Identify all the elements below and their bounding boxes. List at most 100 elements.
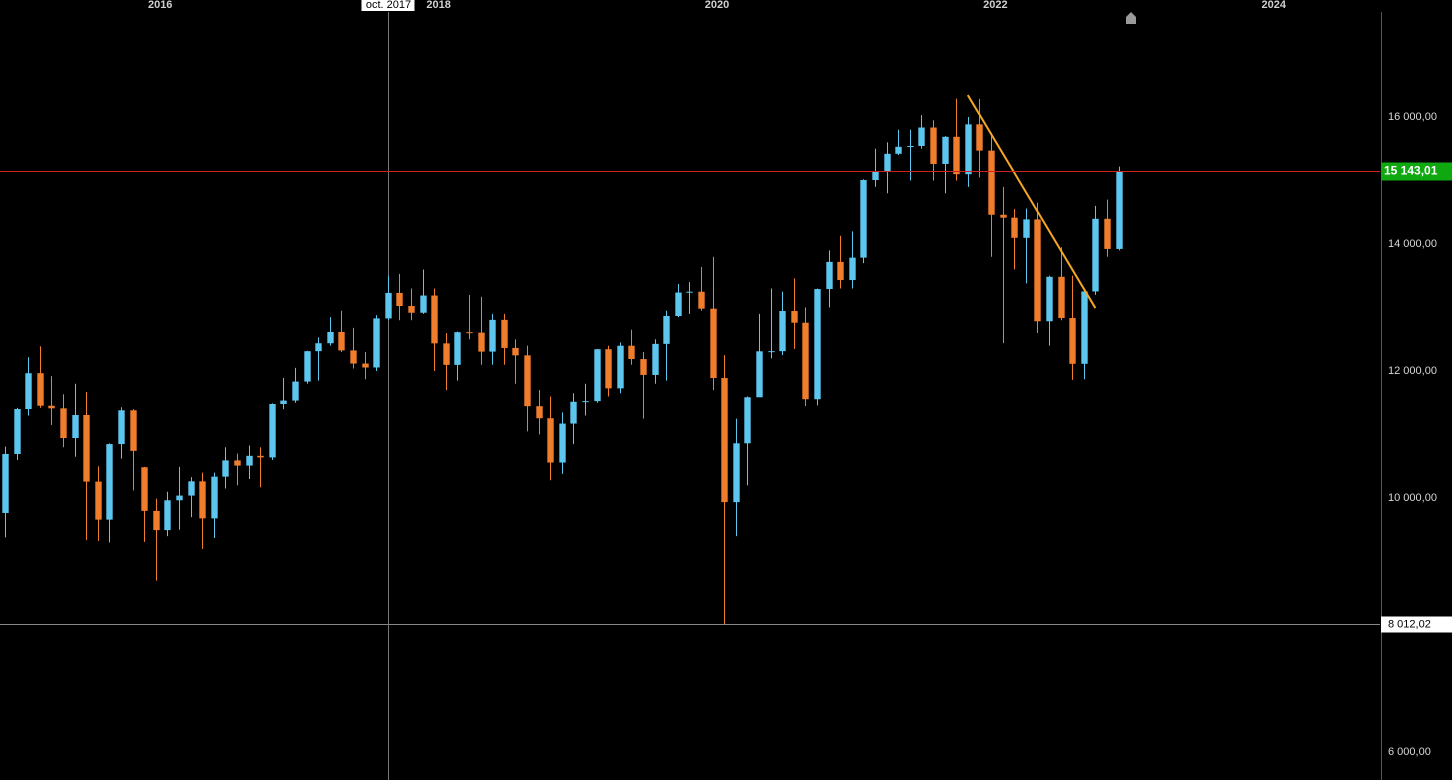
candle-body: [675, 292, 682, 316]
candle-body: [1081, 291, 1088, 364]
candle-body: [547, 418, 554, 463]
y-tick-label: 10 000,00: [1388, 492, 1437, 504]
x-tick-label: 2018: [426, 0, 450, 11]
candle-body: [385, 292, 392, 319]
candle-body: [872, 171, 879, 181]
candle-body: [443, 343, 450, 365]
candle-body: [536, 406, 543, 419]
candle-body: [1011, 217, 1018, 238]
candle-body: [628, 345, 635, 360]
candle-body: [431, 295, 438, 344]
candle-body: [37, 373, 44, 406]
candle-body: [454, 332, 461, 365]
time-axis-strip: [0, 0, 1380, 11]
candle-body: [512, 347, 519, 356]
candle-body: [25, 373, 32, 410]
candle-body: [373, 318, 380, 368]
y-tick-label: 16 000,00: [1388, 111, 1437, 123]
last-price-label: 15 143,01: [1384, 164, 1438, 178]
crosshair-label: oct. 2017: [366, 0, 411, 11]
candle-body: [222, 460, 229, 477]
candle-body: [837, 261, 844, 281]
y-tick-label: 12 000,00: [1388, 365, 1437, 377]
candle-body: [14, 409, 21, 454]
candle-body: [605, 349, 612, 389]
candle-body: [292, 381, 299, 401]
candle-body: [211, 476, 218, 519]
crosshair-label-bg: [361, 0, 415, 11]
last-price-label-bg: [1381, 162, 1452, 181]
candle-body: [396, 292, 403, 307]
candle-body: [860, 180, 867, 258]
candle-body: [188, 481, 195, 496]
trendline: [966, 94, 1097, 309]
candle-body: [640, 359, 647, 375]
candle-body: [1034, 219, 1041, 322]
candle-body: [663, 315, 670, 344]
candle-body: [164, 500, 171, 531]
y-tick-label: 6 000,00: [1388, 746, 1431, 758]
candle-body: [1058, 276, 1065, 319]
candle-body: [779, 311, 786, 352]
candle-body: [721, 378, 728, 503]
candle-body: [733, 443, 740, 503]
candle-body: [199, 481, 206, 519]
candle-body: [802, 322, 809, 400]
candle-body: [327, 331, 334, 344]
candle-body: [1104, 218, 1111, 249]
candle-body: [257, 455, 264, 458]
candle-body: [489, 319, 496, 352]
candle-body: [95, 481, 102, 520]
candle-body: [304, 351, 311, 382]
candle-body: [466, 332, 473, 334]
candle-body: [570, 401, 577, 424]
candle-body: [918, 127, 925, 146]
candle-body: [420, 295, 427, 313]
candle-body: [60, 408, 67, 439]
candle-body: [269, 404, 276, 458]
candle-body: [884, 153, 891, 172]
marker-icon: [1126, 12, 1136, 24]
candle-body: [976, 124, 983, 151]
candle-body: [594, 349, 601, 402]
candle-body: [408, 306, 415, 313]
candle-body: [907, 145, 914, 147]
candle-body: [652, 343, 659, 375]
low-label-bg: [1381, 616, 1452, 633]
x-tick-label: 2022: [983, 0, 1007, 11]
candle-body: [48, 405, 55, 409]
candle-body: [559, 423, 566, 463]
candle-body: [942, 136, 949, 164]
candle-body: [710, 308, 717, 379]
candle-body: [106, 444, 113, 520]
x-tick-label: 2020: [705, 0, 729, 11]
x-tick-label: 2016: [148, 0, 172, 11]
candle-body: [83, 414, 90, 482]
candle-body: [478, 332, 485, 352]
candle-body: [524, 355, 531, 407]
candle-body: [698, 291, 705, 309]
candle-body: [350, 350, 357, 364]
candle-body: [246, 455, 253, 466]
candle-body: [930, 127, 937, 164]
candle-body: [338, 331, 345, 351]
candle-body: [826, 261, 833, 290]
candle-body: [72, 414, 79, 439]
candle-body: [582, 401, 589, 403]
candle-body: [814, 289, 821, 400]
candle-body: [118, 410, 125, 445]
candle-body: [686, 291, 693, 293]
candle-body: [895, 146, 902, 154]
candle-body: [953, 136, 960, 175]
candle-body: [153, 510, 160, 531]
candle-body: [1023, 219, 1030, 238]
candle-body: [1092, 218, 1099, 292]
candle-body: [1116, 171, 1123, 249]
candle-body: [315, 343, 322, 352]
candle-body: [768, 351, 775, 353]
candle-body: [362, 363, 369, 368]
candle-body: [130, 410, 137, 451]
candle-body: [141, 467, 148, 511]
candle-body: [2, 453, 9, 513]
